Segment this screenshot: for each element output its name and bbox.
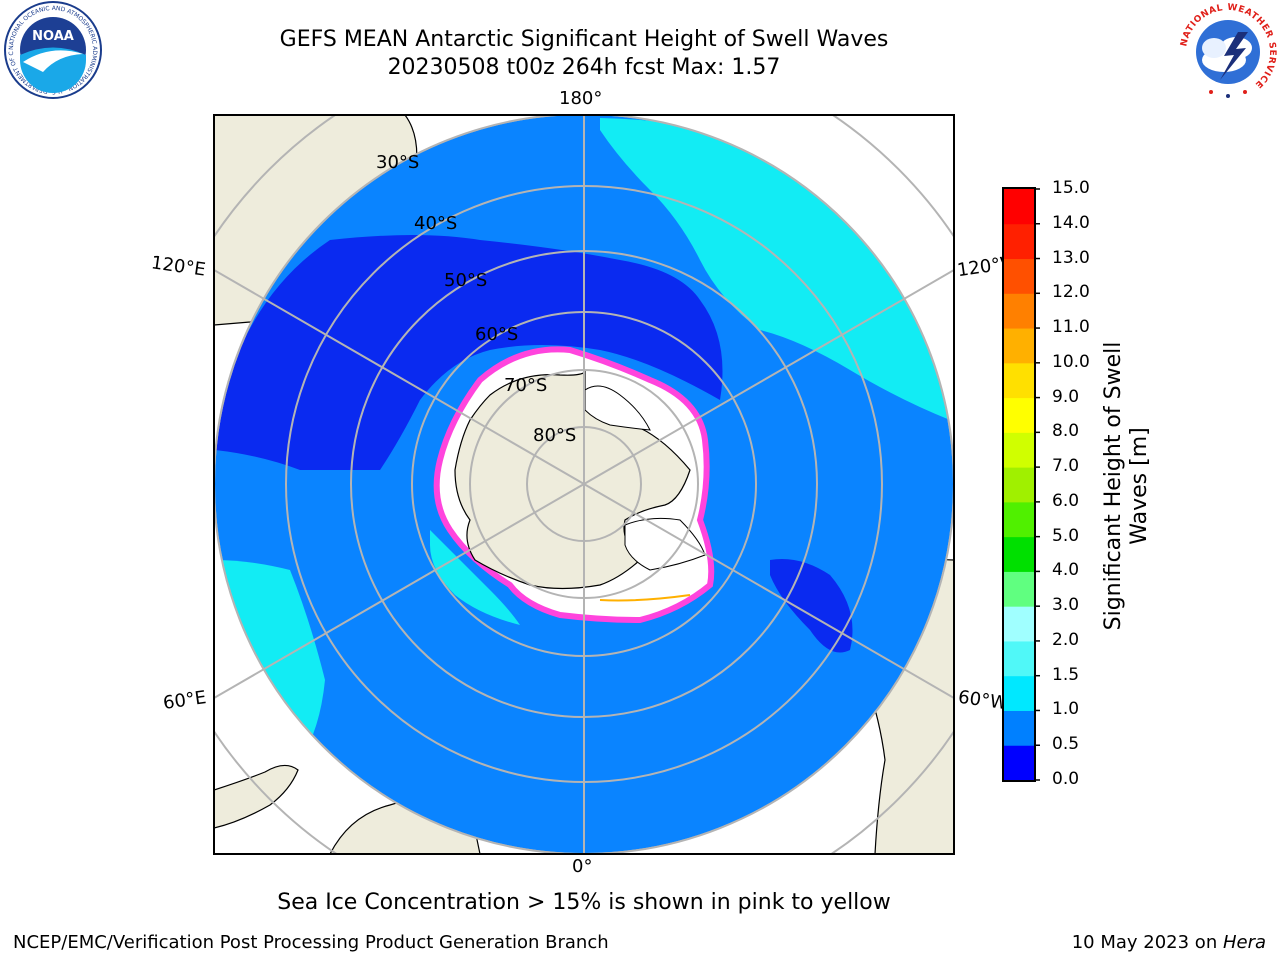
colorbar-tick-label: 10.0 (1052, 351, 1090, 372)
colorbar-label: Significant Height of Swell Waves [m] (1101, 336, 1161, 636)
colorbar-segment (1004, 223, 1034, 260)
colorbar-label-line2: Waves [m] (1127, 427, 1152, 545)
colorbar-label-line1: Significant Height of Swell (1101, 341, 1126, 631)
colorbar-segment (1004, 571, 1034, 607)
colorbar-tick-label: 6.0 (1052, 490, 1080, 511)
colorbar-segment (1004, 432, 1034, 468)
colorbar-segment (1004, 293, 1034, 329)
sea-ice-yellow-edge (599, 594, 691, 602)
sea-ice-note: Sea Ice Concentration > 15% is shown in … (277, 890, 891, 915)
colorbar-segment (1004, 189, 1034, 225)
lat-label-50s: 50°S (444, 270, 488, 291)
lon-label-180: 180° (559, 88, 603, 109)
lat-label-70s: 70°S (504, 375, 548, 396)
colorbar-tick-label: 0.0 (1052, 769, 1080, 789)
cyan-swell-weddell (430, 530, 520, 625)
colorbar-tick-label: 5.0 (1052, 525, 1080, 546)
colorbar-tick-label: 15.0 (1052, 178, 1090, 198)
lon-label-0: 0° (572, 856, 593, 877)
colorbar-segment (1004, 397, 1034, 433)
footer-branch: NCEP/EMC/Verification Post Processing Pr… (13, 932, 609, 953)
colorbar-tick-label: 13.0 (1052, 247, 1090, 268)
chart-title-line1: GEFS MEAN Antarctic Significant Height o… (279, 27, 889, 52)
deep-swell-indian-ocean (215, 235, 723, 470)
footer-date-text: 10 May 2023 on (1071, 932, 1223, 953)
colorbar-tick-label: 7.0 (1052, 456, 1080, 477)
colorbar-tick-label: 0.5 (1052, 734, 1080, 755)
colorbar-segment (1004, 362, 1034, 399)
colorbar-segment (1004, 745, 1034, 781)
colorbar (1002, 187, 1040, 782)
colorbar-segment (1004, 536, 1034, 572)
colorbar-tick-label: 9.0 (1052, 386, 1080, 407)
colorbar-segment (1004, 328, 1034, 364)
noaa-logo: NATIONAL OCEANIC AND ATMOSPHERIC ADMINIS… (3, 0, 102, 99)
colorbar-tick-label: 2.0 (1052, 629, 1080, 650)
nws-logo: NATIONAL WEATHER SERVICE (1179, 3, 1276, 100)
lat-label-30s: 30°S (376, 152, 420, 173)
colorbar-segment (1004, 467, 1034, 503)
madagascar-land (214, 764, 299, 829)
lat-label-40s: 40°S (414, 213, 458, 234)
colorbar-tick-label: 11.0 (1052, 317, 1090, 338)
ross-ice-shelf (584, 385, 651, 431)
footer-date: 10 May 2023 on Hera (1072, 932, 1266, 953)
svg-text:NOAA: NOAA (32, 29, 74, 44)
chart-title-line2: 20230508 t00z 264h fcst Max: 1.57 (387, 55, 781, 80)
colorbar-tick-label: 14.0 (1052, 212, 1090, 233)
lat-label-80s: 80°S (533, 425, 577, 446)
cyan-swell-pacific (600, 118, 950, 420)
colorbar-segment (1004, 710, 1034, 746)
colorbar-tick-label: 12.0 (1052, 282, 1090, 303)
colorbar-segment (1004, 258, 1034, 294)
colorbar-tick-label: 4.0 (1052, 560, 1080, 581)
footer-host: Hera (1222, 932, 1266, 953)
colorbar-segment (1004, 606, 1034, 642)
colorbar-tick-label: 8.0 (1052, 421, 1080, 442)
lat-label-60s: 60°S (475, 324, 519, 345)
colorbar-tick-label: 1.0 (1052, 699, 1080, 720)
colorbar-tick-label: 1.5 (1052, 664, 1080, 685)
colorbar-tick-label: 3.0 (1052, 595, 1080, 616)
colorbar-segment (1004, 675, 1034, 711)
colorbar-segment (1004, 501, 1034, 538)
cyan-swell-south-atlantic (215, 560, 325, 760)
deep-swell-drake (770, 559, 853, 653)
colorbar-segment (1004, 640, 1034, 677)
